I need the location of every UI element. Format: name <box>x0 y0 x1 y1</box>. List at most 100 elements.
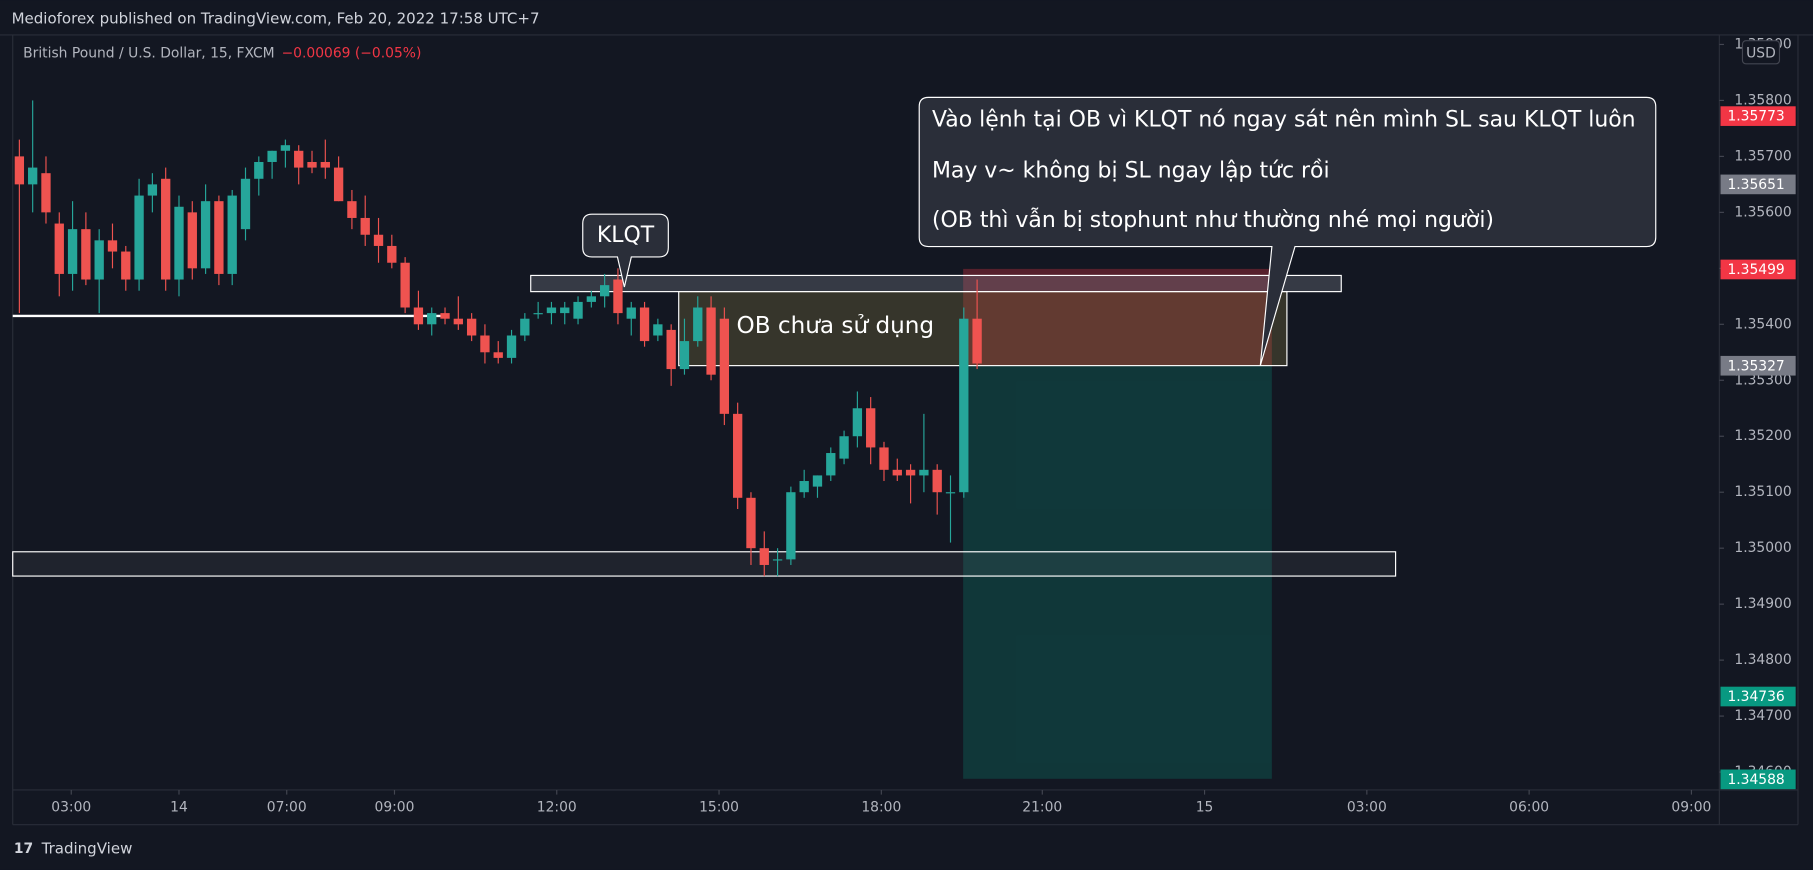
candle-body <box>400 262 410 308</box>
candle-body <box>347 201 357 218</box>
candle-body <box>733 413 743 498</box>
candle-body <box>373 234 384 246</box>
footer: TradingView <box>41 839 133 857</box>
candle-body <box>41 173 51 213</box>
candle-body <box>14 156 25 185</box>
candle-body <box>280 145 291 151</box>
candle-body <box>440 313 450 319</box>
candle-body <box>693 307 703 342</box>
candle-body <box>599 285 610 297</box>
candle-body <box>799 481 809 493</box>
symbol: British Pound / U.S. Dollar, 15, FXCM −0.… <box>23 45 421 61</box>
y-tick-label: 1.35800 <box>1734 92 1791 108</box>
klqt-zone <box>530 274 1342 293</box>
candle-body <box>573 301 583 319</box>
candle-body <box>360 217 370 235</box>
stop-zone <box>963 268 1272 366</box>
candle-body <box>320 161 330 168</box>
candle-body <box>826 453 836 476</box>
candle-body <box>121 251 131 280</box>
candle-body <box>174 206 184 280</box>
candle-body <box>839 436 849 459</box>
candle-body <box>520 318 530 336</box>
x-tick-label: 03:00 <box>1347 799 1387 815</box>
candle-body <box>959 318 969 493</box>
support-zone <box>12 551 1397 577</box>
candles <box>14 100 982 577</box>
candle-body <box>653 324 663 336</box>
candle-body <box>187 212 197 269</box>
y-tick-label: 1.35700 <box>1734 148 1791 164</box>
candle-body <box>240 178 251 230</box>
callout-text: KLQT <box>597 223 655 248</box>
ob-label: OB chưa sử dụng <box>737 313 935 339</box>
candle-body <box>493 352 503 358</box>
candle-body <box>333 167 344 202</box>
candle-body <box>200 201 211 269</box>
candle-body <box>759 548 769 565</box>
callout-text: May v~ không bị SL ngay lập tức rồi <box>932 158 1330 183</box>
candle-body <box>161 178 171 280</box>
candle-body <box>28 167 38 185</box>
price-label-box <box>1720 686 1796 707</box>
price-label: 1.34736 <box>1727 689 1784 705</box>
y-tick-label: 1.35100 <box>1734 484 1791 500</box>
price-label-box <box>1720 769 1796 790</box>
candle-body <box>147 184 158 196</box>
candle-body <box>453 318 463 325</box>
logo: 17 <box>14 841 33 857</box>
x-tick-label: 03:00 <box>51 799 91 815</box>
candle-body <box>905 469 916 476</box>
currency: USD <box>1746 45 1776 61</box>
candle-body <box>427 313 437 325</box>
callout-text: Vào lệnh tại OB vì KLQT nó ngay sát nên … <box>932 108 1636 133</box>
candle-body <box>613 279 623 314</box>
x-tick-label: 14 <box>170 799 188 815</box>
callout-text: (OB thì vẫn bị stophunt như thường nhé m… <box>932 207 1494 233</box>
x-tick-label: 09:00 <box>1671 799 1711 815</box>
candle-body <box>560 307 570 314</box>
candle-body <box>267 150 277 162</box>
candle-body <box>81 229 91 280</box>
callout-box <box>582 213 669 288</box>
x-tick-label: 15:00 <box>699 799 739 815</box>
candle-body <box>227 195 237 274</box>
candle-body <box>746 497 756 549</box>
candle-body <box>546 307 557 314</box>
price-label-box <box>1720 106 1796 126</box>
y-tick-label: 1.34900 <box>1734 596 1791 612</box>
price-label-box <box>1720 355 1796 376</box>
price-label: 1.35773 <box>1727 109 1784 125</box>
candle-body <box>945 492 956 494</box>
change: −0.00069 (−0.05%) <box>282 45 422 61</box>
target-zone <box>963 365 1272 779</box>
candle-body <box>706 307 716 375</box>
candle-body <box>919 469 929 476</box>
x-tick-label: 18:00 <box>861 799 901 815</box>
axes: 1.346001.347001.348001.349001.350001.351… <box>51 36 1796 815</box>
candle-body <box>719 318 730 414</box>
candle-body <box>972 318 982 364</box>
candle-body <box>852 408 863 437</box>
candle-body <box>107 240 118 252</box>
y-tick-label: 1.34800 <box>1734 652 1791 668</box>
candle-body <box>892 469 902 476</box>
currency-box <box>1741 40 1781 65</box>
candle-body <box>480 335 490 353</box>
candle-body <box>387 245 397 263</box>
y-tick-label: 1.35300 <box>1734 372 1791 388</box>
x-tick-label: 07:00 <box>267 799 307 815</box>
candle-body <box>294 150 304 168</box>
candle-body <box>639 307 650 342</box>
x-tick-label: 15 <box>1196 799 1214 815</box>
candle-body <box>307 161 317 168</box>
x-tick-label: 06:00 <box>1509 799 1549 815</box>
x-tick-label: 09:00 <box>375 799 415 815</box>
candle-body <box>586 296 597 302</box>
candle-body <box>67 229 78 274</box>
y-tick-label: 1.35200 <box>1734 428 1791 444</box>
price-label: 1.35651 <box>1727 177 1784 193</box>
y-tick-label: 1.35600 <box>1734 204 1791 220</box>
price-label-box <box>1720 259 1796 280</box>
